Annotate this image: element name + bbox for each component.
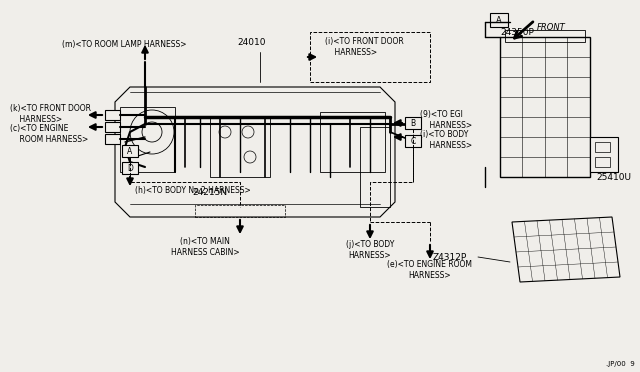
Text: (i)<TO FRONT DOOR
    HARNESS>: (i)<TO FRONT DOOR HARNESS> [325, 37, 404, 57]
Text: 24350P: 24350P [500, 28, 534, 36]
Bar [310, 32, 430, 82]
Text: (m)<TO ROOM LAMP HARNESS>: (m)<TO ROOM LAMP HARNESS> [62, 39, 186, 48]
Text: (n)<TO MAIN
HARNESS CABIN>: (n)<TO MAIN HARNESS CABIN> [171, 237, 239, 257]
Text: C: C [410, 137, 415, 145]
Text: .JP/00  9: .JP/00 9 [606, 361, 635, 367]
Text: 24215N: 24215N [193, 187, 228, 196]
Text: A: A [496, 16, 502, 25]
Bar [120, 107, 175, 172]
Text: (9)<TO EGI
    HARNESS>: (9)<TO EGI HARNESS> [420, 110, 472, 130]
Text: (k)<TO FRONT DOOR
    HARNESS>: (k)<TO FRONT DOOR HARNESS> [10, 104, 91, 124]
Text: 25410U: 25410U [596, 173, 631, 182]
Text: (h)<TO BODY No.2 HARNESS>: (h)<TO BODY No.2 HARNESS> [135, 186, 251, 195]
Bar [405, 135, 421, 147]
Text: (j)<TO BODY
HARNESS>: (j)<TO BODY HARNESS> [346, 240, 394, 260]
Bar [405, 117, 421, 129]
Bar [595, 142, 610, 152]
Text: 24010: 24010 [237, 38, 266, 46]
Bar [490, 13, 508, 27]
Bar [195, 205, 285, 217]
Bar [320, 112, 385, 172]
Bar [105, 122, 120, 132]
Text: A: A [127, 147, 132, 155]
Text: Z4312P: Z4312P [433, 253, 467, 262]
Bar [595, 157, 610, 167]
Bar [590, 137, 618, 172]
Bar [500, 37, 590, 177]
Text: D: D [127, 164, 133, 173]
Text: B: B [410, 119, 415, 128]
Text: (c)<TO ENGINE
    ROOM HARNESS>: (c)<TO ENGINE ROOM HARNESS> [10, 124, 88, 144]
Bar [210, 117, 270, 177]
Text: (e)<TO ENGINE ROOM
HARNESS>: (e)<TO ENGINE ROOM HARNESS> [387, 260, 472, 280]
Text: FRONT: FRONT [537, 22, 566, 32]
Bar [360, 127, 390, 207]
Bar [505, 30, 585, 42]
Bar [105, 134, 120, 144]
Bar [105, 110, 120, 120]
Bar [122, 162, 138, 174]
Text: (i)<TO BODY
    HARNESS>: (i)<TO BODY HARNESS> [420, 130, 472, 150]
Bar [122, 145, 138, 157]
